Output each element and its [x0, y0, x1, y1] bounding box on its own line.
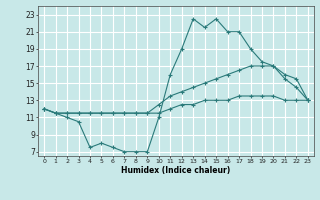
X-axis label: Humidex (Indice chaleur): Humidex (Indice chaleur) [121, 166, 231, 175]
